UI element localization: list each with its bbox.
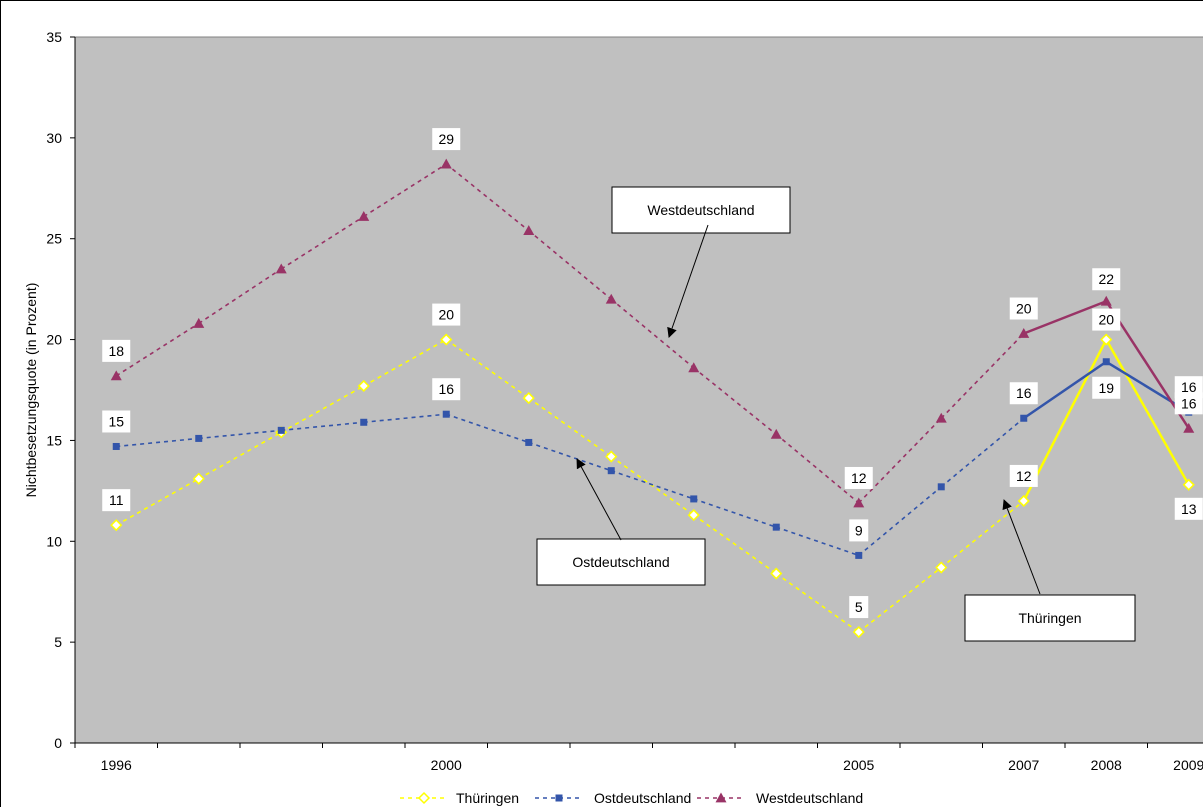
legend-swatch-marker	[556, 795, 563, 802]
y-tick-label: 15	[46, 432, 62, 448]
x-tick-label: 2000	[431, 757, 462, 773]
data-point	[855, 552, 862, 559]
y-tick-label: 10	[46, 533, 62, 549]
y-axis-label: Nichtbesetzungsquote (in Prozent)	[23, 283, 39, 498]
data-label-text: 12	[1016, 468, 1032, 484]
annotation-text: Ostdeutschland	[572, 554, 669, 570]
annotation-text: Westdeutschland	[647, 202, 754, 218]
data-point	[525, 439, 532, 446]
data-label: 15	[102, 410, 130, 432]
data-label-text: 12	[851, 470, 867, 486]
data-point	[690, 495, 697, 502]
data-label: 16	[1010, 382, 1038, 404]
y-tick-label: 20	[46, 332, 62, 348]
data-label: 20	[1010, 298, 1038, 320]
data-label: 12	[845, 467, 873, 489]
data-label-text: 29	[438, 131, 454, 147]
x-tick-label: 2008	[1091, 757, 1122, 773]
data-label-text: 16	[1016, 385, 1032, 401]
data-label-text: 20	[438, 307, 454, 323]
x-tick-label: 2007	[1008, 757, 1039, 773]
data-label: 9	[849, 519, 868, 541]
data-label-text: 19	[1098, 380, 1114, 396]
data-label: 12	[1010, 465, 1038, 487]
data-point	[195, 435, 202, 442]
data-label: 5	[849, 596, 868, 618]
data-point	[773, 524, 780, 531]
data-label-text: 20	[1016, 301, 1032, 317]
data-label: 13	[1175, 498, 1203, 520]
data-label-text: 5	[855, 599, 863, 615]
data-label: 20	[1092, 309, 1120, 331]
data-label: 16	[1175, 376, 1203, 398]
data-label-text: 18	[108, 343, 124, 359]
annotation-text: Thüringen	[1018, 610, 1081, 626]
data-point	[278, 427, 285, 434]
data-label: 11	[102, 489, 130, 511]
x-tick-label: 2005	[843, 757, 874, 773]
x-tick-label: 1996	[101, 757, 132, 773]
data-point	[1103, 358, 1110, 365]
data-label-text: 13	[1181, 501, 1197, 517]
data-point	[360, 419, 367, 426]
data-point	[1020, 415, 1027, 422]
legend-label: Westdeutschland	[756, 790, 863, 806]
data-label: 18	[102, 340, 130, 362]
data-label-text: 22	[1098, 271, 1114, 287]
data-point	[443, 411, 450, 418]
y-tick-label: 5	[54, 634, 62, 650]
data-label: 20	[432, 304, 460, 326]
y-tick-label: 0	[54, 735, 62, 751]
data-label: 16	[432, 378, 460, 400]
x-tick-label: 2009	[1173, 757, 1203, 773]
legend-label: Ostdeutschland	[594, 790, 691, 806]
data-label: 29	[432, 128, 460, 150]
data-label-text: 20	[1098, 312, 1114, 328]
y-tick-label: 35	[46, 29, 62, 45]
y-tick-label: 30	[46, 130, 62, 146]
data-label-text: 15	[108, 413, 124, 429]
data-point	[938, 483, 945, 490]
legend: Thüringen Ostdeutschland Westdeutschland	[400, 790, 863, 806]
data-point	[113, 443, 120, 450]
data-label-text: 11	[109, 492, 124, 508]
data-label-text: 16	[1181, 379, 1197, 395]
data-point	[608, 467, 615, 474]
data-label: 22	[1092, 268, 1120, 290]
data-label: 19	[1092, 377, 1120, 399]
data-label-text: 16	[438, 381, 454, 397]
y-tick-label: 25	[46, 231, 62, 247]
data-label-text: 9	[855, 522, 863, 538]
legend-label: Thüringen	[456, 790, 519, 806]
